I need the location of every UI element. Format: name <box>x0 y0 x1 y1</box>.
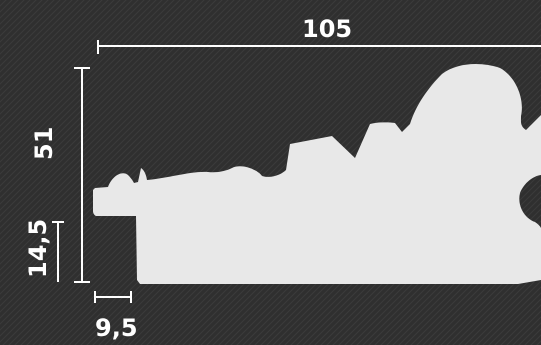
width-dimension <box>97 40 541 54</box>
lip-width-dimension <box>94 291 132 303</box>
lip-height-dimension-label: 14,5 <box>24 218 52 278</box>
lip-width-dimension-label: 9,5 <box>95 314 138 342</box>
molding-profile-shape <box>93 64 541 285</box>
height-dimension <box>74 67 90 283</box>
lip-height-dimension <box>52 221 64 282</box>
height-dimension-label: 51 <box>30 126 58 160</box>
width-dimension-label: 105 <box>302 15 353 43</box>
